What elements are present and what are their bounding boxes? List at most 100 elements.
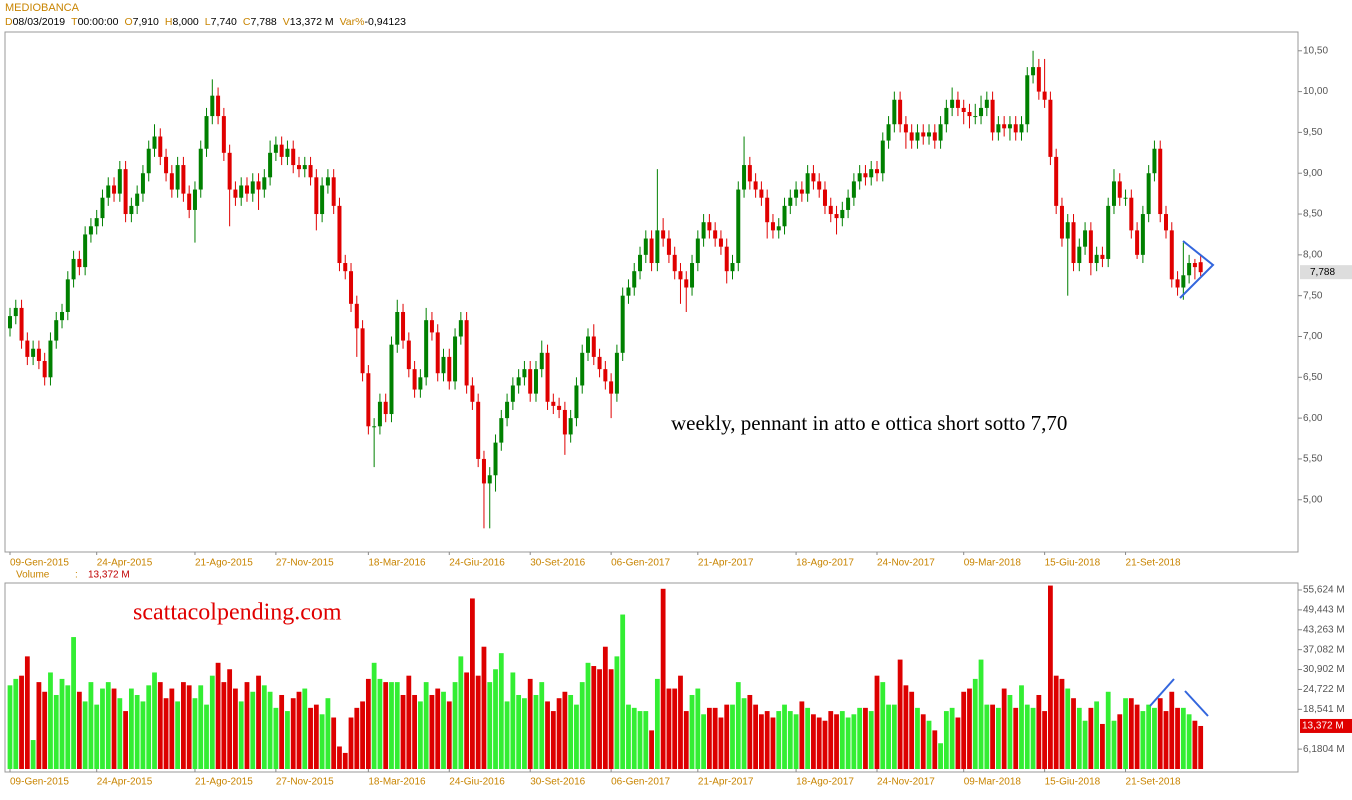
y-tick-label: 10,50 — [1303, 45, 1328, 56]
candle-body — [655, 230, 660, 264]
volume-bar — [1071, 698, 1076, 769]
candle-body — [158, 136, 163, 157]
volume-bar — [579, 682, 585, 769]
candle-body — [233, 189, 238, 198]
volume-bar — [909, 691, 915, 769]
candle-body — [152, 136, 157, 149]
candle-body — [961, 107, 966, 112]
volume-bar — [776, 711, 782, 769]
y-tick-label: 6,1804 M — [1303, 744, 1345, 755]
volume-bar — [1192, 720, 1198, 769]
volume-bar — [631, 707, 637, 769]
volume-bar — [128, 688, 134, 769]
volume-bar — [805, 707, 811, 769]
volume-bar — [608, 669, 614, 769]
volume-bar — [851, 714, 857, 769]
candle-body — [187, 193, 192, 210]
candle-body — [505, 401, 510, 419]
volume-bar — [1175, 707, 1180, 769]
volume-bar — [816, 717, 822, 769]
volume-bar — [209, 675, 215, 769]
volume-bar — [221, 682, 227, 769]
volume-bar — [764, 711, 770, 769]
last-value-box — [1300, 265, 1352, 280]
volume-bar — [290, 698, 296, 769]
volume-bar — [793, 714, 799, 769]
candle-body — [36, 348, 41, 361]
candle-body — [100, 197, 105, 219]
candle-body — [736, 189, 741, 264]
volume-bar — [915, 707, 920, 769]
info-value: 8,000 — [173, 16, 199, 28]
candle-body — [747, 165, 752, 182]
volume-bar — [822, 720, 828, 769]
x-tick-label: 09-Gen-2015 — [10, 777, 69, 788]
volume-bar — [76, 691, 82, 769]
last-value-box — [1300, 718, 1352, 733]
candle-body — [533, 369, 538, 394]
volume-bar — [903, 685, 909, 769]
info-key: L — [205, 16, 211, 28]
candle-body — [973, 116, 978, 118]
volume-bar — [487, 682, 493, 769]
candle-body — [227, 152, 232, 190]
volume-bar — [1001, 688, 1007, 769]
candle-body — [140, 173, 145, 194]
candle-body — [458, 320, 463, 337]
volume-bar — [470, 598, 475, 769]
volume-bar — [626, 704, 631, 769]
y-tick-label: 37,082 M — [1303, 644, 1345, 655]
candle-body — [915, 132, 920, 141]
x-tick-label: 09-Mar-2018 — [964, 777, 1022, 788]
x-tick-label: 18-Mar-2016 — [368, 558, 426, 569]
candle-body — [822, 189, 827, 206]
volume-bar — [955, 717, 961, 769]
volume-bar — [308, 707, 313, 769]
volume-bar — [296, 691, 302, 769]
volume-bar — [48, 672, 53, 769]
volume-bar — [65, 685, 71, 769]
candle-body — [198, 148, 203, 190]
candle-body — [441, 356, 446, 374]
info-key: H — [165, 16, 173, 28]
volume-bar — [435, 688, 441, 769]
x-tick-label: 21-Set-2018 — [1126, 777, 1181, 788]
candle-body — [1036, 67, 1041, 92]
x-tick-label: 24-Apr-2015 — [97, 558, 153, 569]
candle-body — [817, 181, 822, 190]
candle-body — [77, 258, 82, 268]
candle-body — [707, 222, 712, 231]
x-tick-label: 24-Nov-2017 — [877, 558, 935, 569]
candle-body — [499, 418, 504, 443]
candle-body — [614, 352, 619, 394]
volume-bar — [753, 704, 759, 769]
candle-body — [383, 401, 388, 415]
volume-bar — [342, 752, 348, 769]
candle-body — [395, 312, 400, 345]
candle-body — [204, 116, 209, 149]
candle-body — [944, 107, 949, 125]
volume-bar — [360, 701, 365, 769]
volume-bar — [348, 717, 354, 769]
candle-body — [221, 116, 226, 153]
volume-bar — [389, 682, 394, 769]
candle-body — [1065, 222, 1070, 239]
volume-bar — [1140, 711, 1146, 769]
volume-bar — [163, 698, 169, 769]
volume-bar — [828, 711, 834, 769]
x-tick-label: 09-Gen-2015 — [10, 558, 69, 569]
volume-bar — [157, 682, 163, 769]
volume-bar — [961, 691, 967, 769]
candle-body — [684, 279, 689, 288]
candle-body — [782, 205, 787, 227]
volume-bar — [972, 678, 978, 769]
candle-body — [349, 271, 354, 304]
volume-bar — [1059, 678, 1065, 769]
candle-body — [1169, 230, 1174, 280]
candle-body — [1042, 91, 1047, 100]
pennant-lines — [1179, 240, 1215, 299]
volume-bar — [562, 691, 568, 769]
candle-body — [586, 336, 590, 353]
volume-bar — [82, 701, 88, 769]
